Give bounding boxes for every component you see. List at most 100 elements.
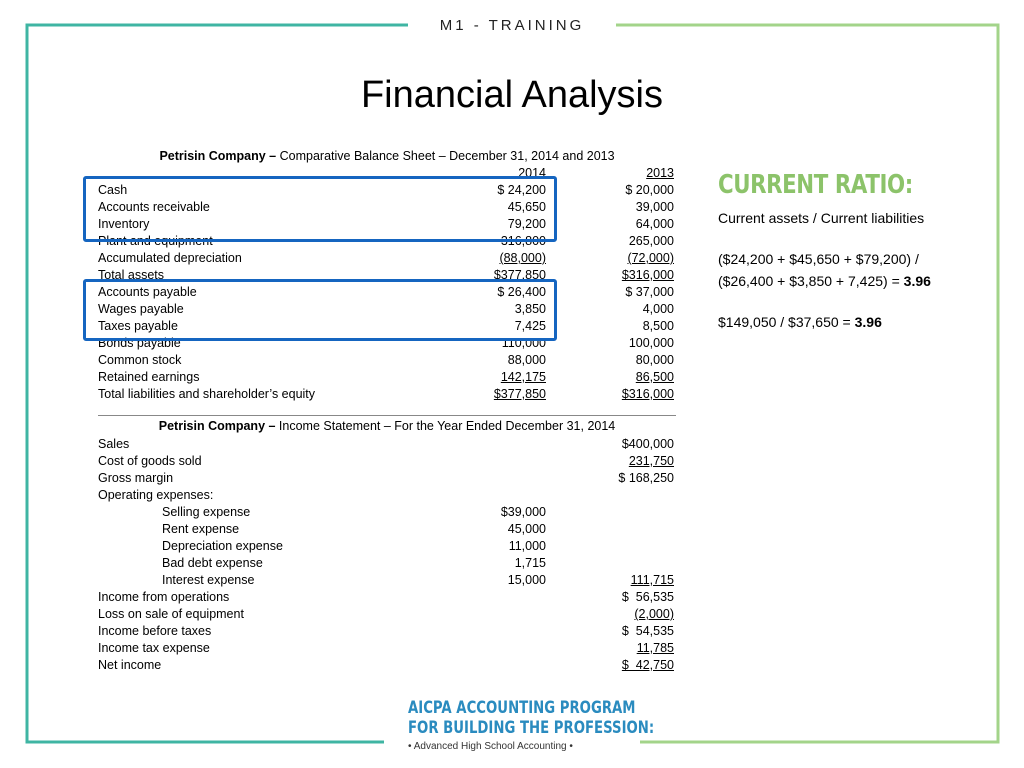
- is-label: Operating expenses:: [98, 488, 214, 502]
- bs-label: Total liabilities and shareholder’s equi…: [98, 387, 316, 401]
- logo-line-1: AICPA ACCOUNTING PROGRAM: [408, 698, 636, 718]
- is-row-gross-margin: Gross margin $ 168,250: [98, 470, 676, 487]
- bs-value-2014: (88,000): [499, 251, 546, 265]
- current-liabilities-highlight: [83, 279, 557, 341]
- bs-label: Accumulated depreciation: [98, 251, 242, 265]
- logo-line-2: FOR BUILDING THE PROFESSION:: [408, 718, 655, 738]
- bs-value-2013: $ 20,000: [625, 183, 674, 197]
- is-label: Gross margin: [98, 471, 174, 485]
- bs-row-common-stock: Common stock 88,000 80,000: [98, 352, 676, 369]
- is-value-detail: 1,715: [514, 556, 546, 570]
- is-label: Interest expense: [162, 573, 255, 587]
- calc-line3-text: $149,050 / $37,650 =: [718, 314, 855, 330]
- bs-row-accumulated-depreciation: Accumulated depreciation (88,000) (72,00…: [98, 250, 676, 267]
- bs-value-2014: $377,850: [493, 268, 546, 282]
- is-value-total: $400,000: [621, 437, 674, 451]
- bs-value-2014: $ 26,400: [497, 285, 546, 299]
- bs-value-2013: $ 37,000: [625, 285, 674, 299]
- is-value-total: 111,715: [630, 573, 674, 587]
- is-label: Cost of goods sold: [98, 454, 202, 468]
- bs-row-wages-payable: Wages payable 3,850 4,000: [98, 301, 676, 318]
- bs-label: Taxes payable: [98, 319, 178, 333]
- is-value-total: $ 42,750: [621, 658, 674, 672]
- bs-value-2013: $316,000: [621, 268, 674, 282]
- header-title: M1 - TRAINING: [410, 14, 614, 38]
- calc-line2-text: ($26,400 + $3,850 + 7,425) =: [718, 273, 904, 289]
- is-label: Loss on sale of equipment: [98, 607, 244, 621]
- is-value-total: $ 54,535: [621, 624, 674, 638]
- current-ratio-calc-line3: $149,050 / $37,650 = 3.96: [718, 311, 882, 333]
- bs-value-2014: 45,650: [507, 200, 546, 214]
- bs-value-2014: 79,200: [507, 217, 546, 231]
- bs-value-2014: 88,000: [507, 353, 546, 367]
- is-label: Rent expense: [162, 522, 240, 536]
- is-row-income-operations: Income from operations $ 56,535: [98, 589, 676, 606]
- is-label: Sales: [98, 437, 130, 451]
- bs-label: Common stock: [98, 353, 182, 367]
- col-2013-header: 2013: [646, 166, 674, 180]
- bs-row-inventory: Inventory 79,200 64,000: [98, 216, 676, 233]
- is-value-detail: $39,000: [500, 505, 546, 519]
- balance-sheet-subtitle: Comparative Balance Sheet – December 31,…: [276, 149, 615, 163]
- is-value-total: $ 56,535: [621, 590, 674, 604]
- is-row-net-income: Net income $ 42,750: [98, 657, 676, 674]
- bs-value-2014: 7,425: [514, 319, 546, 333]
- balance-sheet-company: Petrisin Company –: [159, 149, 277, 163]
- is-label: Selling expense: [162, 505, 251, 519]
- bs-row-total-assets: Total assets $377,850 $316,000: [98, 267, 676, 284]
- is-value-detail: 11,000: [508, 539, 546, 553]
- bs-row-accounts-receivable: Accounts receivable 45,650 39,000: [98, 199, 676, 216]
- income-statement-company: Petrisin Company –: [158, 419, 276, 433]
- bs-row-taxes-payable: Taxes payable 7,425 8,500: [98, 318, 676, 335]
- bs-label: Accounts payable: [98, 285, 197, 299]
- current-assets-highlight: [83, 176, 557, 242]
- current-ratio-heading: CURRENT RATIO:: [718, 170, 913, 200]
- is-row-income-before-taxes: Income before taxes $ 54,535: [98, 623, 676, 640]
- bs-value-2013: $316,000: [621, 387, 674, 401]
- bs-label: Retained earnings: [98, 370, 200, 384]
- bs-value-2013: (72,000): [627, 251, 674, 265]
- is-value-total: (2,000): [634, 607, 674, 621]
- is-row-cogs: Cost of goods sold 231,750: [98, 453, 676, 470]
- bs-label: Accounts receivable: [98, 200, 210, 214]
- is-row-bad-debt-expense: Bad debt expense 1,715: [98, 555, 676, 572]
- is-label: Bad debt expense: [162, 556, 263, 570]
- bs-value-2013: 64,000: [635, 217, 674, 231]
- current-ratio-panel: CURRENT RATIO: Current assets / Current …: [718, 170, 1008, 330]
- bs-row-cash: Cash $ 24,200 $ 20,000: [98, 182, 676, 199]
- income-statement-title: Petrisin Company – Income Statement – Fo…: [98, 418, 676, 435]
- current-ratio-calc-line1: ($24,200 + $45,650 + $79,200) /: [718, 251, 919, 267]
- is-label: Income before taxes: [98, 624, 212, 638]
- bs-value-2013: 80,000: [635, 353, 674, 367]
- current-ratio-formula: Current assets / Current liabilities: [718, 210, 925, 226]
- bs-value-2014: 3,850: [514, 302, 546, 316]
- bs-row-accounts-payable: Accounts payable $ 26,400 $ 37,000: [98, 284, 676, 301]
- is-row-depreciation-expense: Depreciation expense 11,000: [98, 538, 676, 555]
- bs-value-2013: 8,500: [642, 319, 674, 333]
- bs-value-2013: 39,000: [635, 200, 674, 214]
- is-value-total: 11,785: [636, 641, 674, 655]
- is-row-rent-expense: Rent expense 45,000: [98, 521, 676, 538]
- current-ratio-calc-line2: ($26,400 + $3,850 + 7,425) = 3.96: [718, 270, 931, 292]
- is-row-interest-expense: Interest expense 15,000 111,715: [98, 572, 676, 589]
- is-label: Depreciation expense: [162, 539, 283, 553]
- is-value-total: 231,750: [628, 454, 674, 468]
- is-row-operating-expenses: Operating expenses:: [98, 487, 676, 504]
- bs-value-2014: $ 24,200: [497, 183, 546, 197]
- bs-row-total-liabilities-equity: Total liabilities and shareholder’s equi…: [98, 386, 676, 403]
- is-label: Income tax expense: [98, 641, 210, 655]
- current-ratio-result: 3.96: [903, 273, 931, 289]
- bs-value-2013: 86,500: [635, 370, 674, 384]
- logo-subtitle: • Advanced High School Accounting •: [408, 741, 573, 752]
- bs-value-2014: $377,850: [493, 387, 546, 401]
- is-value-detail: 45,000: [507, 522, 546, 536]
- bs-row-retained-earnings: Retained earnings 142,175 86,500: [98, 369, 676, 386]
- is-row-income-tax-expense: Income tax expense 11,785: [98, 640, 676, 657]
- is-value-total: $ 168,250: [618, 471, 674, 485]
- is-label: Income from operations: [98, 590, 230, 604]
- bs-label: Cash: [98, 183, 128, 197]
- current-ratio-result-2: 3.96: [854, 314, 882, 330]
- is-row-loss-sale-equipment: Loss on sale of equipment (2,000): [98, 606, 676, 623]
- bs-value-2013: 4,000: [642, 302, 674, 316]
